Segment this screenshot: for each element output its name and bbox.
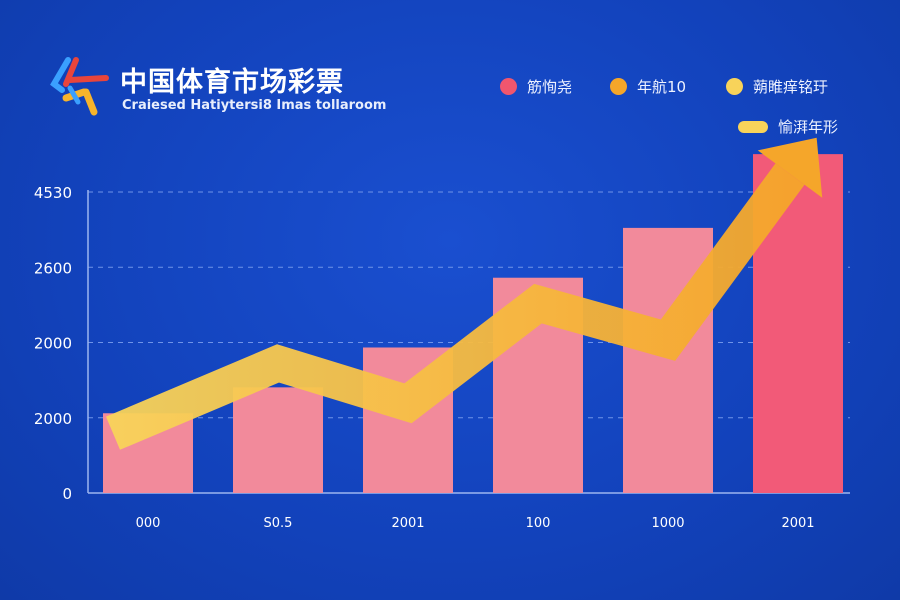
legend-dot-icon <box>610 78 627 95</box>
trend-line <box>105 163 805 450</box>
y-tick-label: 2000 <box>34 410 72 428</box>
x-tick-label: S0.5 <box>264 516 293 531</box>
x-tick-label: 2001 <box>781 516 814 531</box>
legend-label: 年航10 <box>637 78 687 96</box>
y-tick-label: 4530 <box>34 184 72 202</box>
y-tick-label: 2600 <box>34 259 72 277</box>
x-tick-label: 1000 <box>651 516 684 531</box>
x-tick-label: 000 <box>136 516 161 531</box>
legend-item: 愉湃年形 <box>738 116 838 137</box>
logo-icon <box>50 57 109 116</box>
x-tick-label: 100 <box>526 516 551 531</box>
legend-label: 筋恂尧 <box>527 78 573 96</box>
legend-item: 蒴睢痒铭玗 <box>726 76 828 97</box>
arrow-head-icon <box>757 137 823 198</box>
x-tick-label: 2001 <box>391 516 424 531</box>
legend-line-icon <box>738 120 768 133</box>
legend-item: 年航10 <box>610 76 686 97</box>
y-tick-label: 0 <box>62 485 72 503</box>
legend-dot-icon <box>500 78 517 95</box>
chart-subtitle: Craiesed Hatiytersi8 Imas tollaroom <box>122 98 387 113</box>
legend-dot-icon <box>726 78 743 95</box>
legend-label: 愉湃年形 <box>778 118 839 136</box>
bar <box>233 387 323 493</box>
legend-label: 蒴睢痒铭玗 <box>753 78 829 96</box>
legend-item: 筋恂尧 <box>500 76 572 97</box>
y-tick-label: 2000 <box>34 335 72 353</box>
chart-title: 中国体育市场彩票 <box>120 67 344 98</box>
